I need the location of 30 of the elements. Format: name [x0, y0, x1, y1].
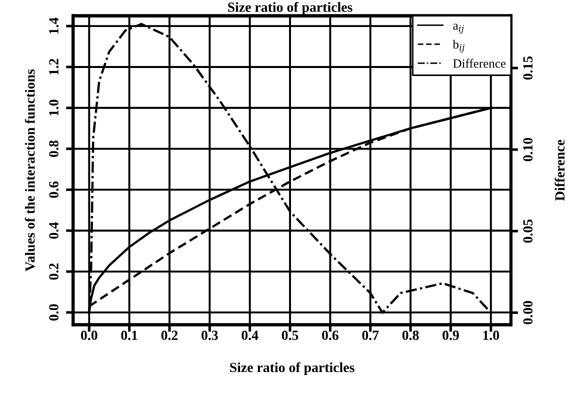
y2-tick-label: 0.05: [523, 219, 533, 243]
y-tick-label: 0.2: [49, 263, 59, 280]
x-tick-label: 0.2: [161, 330, 178, 340]
y-tick-label: 0.4: [49, 222, 59, 239]
x-tick-label: 1.0: [483, 330, 500, 340]
legend-label: b$_{ij}$: [452, 40, 465, 52]
y-tick-label: 1.4: [49, 18, 59, 34]
x-tick-label: 0.0: [81, 330, 98, 340]
x-axis-title: Size ratio of particles: [230, 362, 354, 376]
y2-tick-label: 0.10: [523, 138, 533, 162]
y2-tick-label: 0.15: [523, 56, 533, 80]
y-tick-label: 1.0: [49, 100, 59, 116]
y-tick-label: 0.0: [49, 304, 59, 321]
x-tick-label: 0.6: [322, 330, 338, 340]
x-tick-label: 0.7: [362, 330, 379, 340]
legend-label: a$_{ij}$: [453, 24, 464, 34]
x-tick-label: 0.1: [121, 330, 138, 340]
y-axis-title: Values of the interaction functions: [24, 69, 35, 272]
x-tick-label: 0.5: [282, 330, 298, 340]
legend-label: Difference: [453, 58, 506, 68]
x-tick-label: 0.9: [442, 330, 459, 340]
x-tick-label: 0.4: [242, 330, 258, 340]
chart-title: Size ratio of particles: [228, 2, 352, 15]
y-tick-label: 0.6: [49, 181, 59, 198]
y2-tick-label: 0.00: [523, 301, 533, 324]
y-tick-label: 0.8: [49, 140, 59, 157]
y-tick-label: 1.2: [49, 58, 59, 75]
y2-axis-title: Difference: [554, 140, 565, 201]
x-tick-label: 0.3: [202, 330, 218, 340]
x-tick-label: 0.8: [402, 330, 419, 340]
